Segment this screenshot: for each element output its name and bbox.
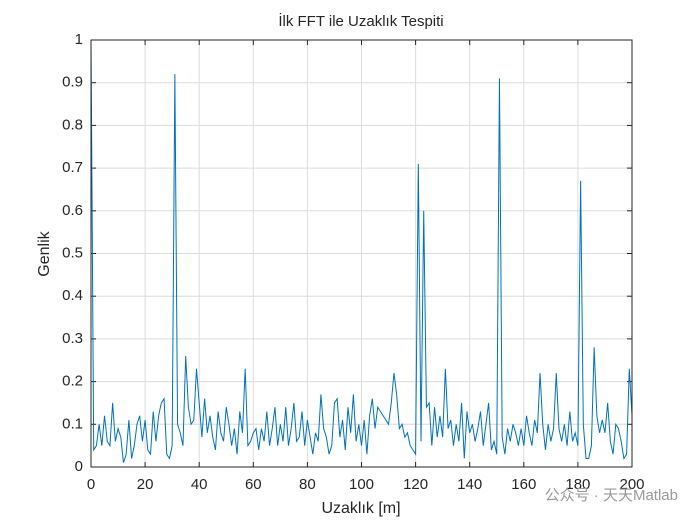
plot-frame bbox=[90, 39, 633, 468]
chart-title: İlk FFT ile Uzaklık Tespiti bbox=[278, 12, 443, 30]
y-tick-label: 0.9 bbox=[62, 74, 83, 91]
x-tick-label: 100 bbox=[349, 476, 374, 493]
y-axis-label: Genlik bbox=[36, 230, 53, 276]
x-tick-label: 20 bbox=[137, 476, 154, 493]
y-tick-label: 0.5 bbox=[62, 244, 83, 261]
x-tick-label: 60 bbox=[245, 476, 262, 493]
x-axis-label: Uzaklık [m] bbox=[321, 500, 400, 517]
x-tick-label: 140 bbox=[457, 476, 482, 493]
x-tick-label: 40 bbox=[191, 476, 208, 493]
y-tick-label: 0.6 bbox=[62, 202, 83, 219]
data-line bbox=[90, 39, 633, 463]
x-tick-label: 0 bbox=[87, 476, 95, 493]
x-tick-label: 160 bbox=[511, 476, 536, 493]
x-tick-label: 80 bbox=[299, 476, 316, 493]
y-tick-label: 0.3 bbox=[62, 330, 83, 347]
y-tick-label: 0.1 bbox=[62, 415, 83, 432]
x-tick-label: 120 bbox=[403, 476, 428, 493]
x-tick-label: 200 bbox=[619, 476, 644, 493]
y-tick-label: 1 bbox=[75, 31, 83, 48]
y-tick-label: 0.7 bbox=[62, 159, 83, 176]
y-tick-label: 0 bbox=[75, 458, 83, 475]
y-tick-label: 0.2 bbox=[62, 373, 83, 390]
y-tick-label: 0.8 bbox=[62, 116, 83, 133]
y-tick-label: 0.4 bbox=[62, 287, 83, 304]
watermark: 公众号 · 天天Matlab bbox=[545, 487, 678, 504]
x-tick-label: 180 bbox=[565, 476, 590, 493]
